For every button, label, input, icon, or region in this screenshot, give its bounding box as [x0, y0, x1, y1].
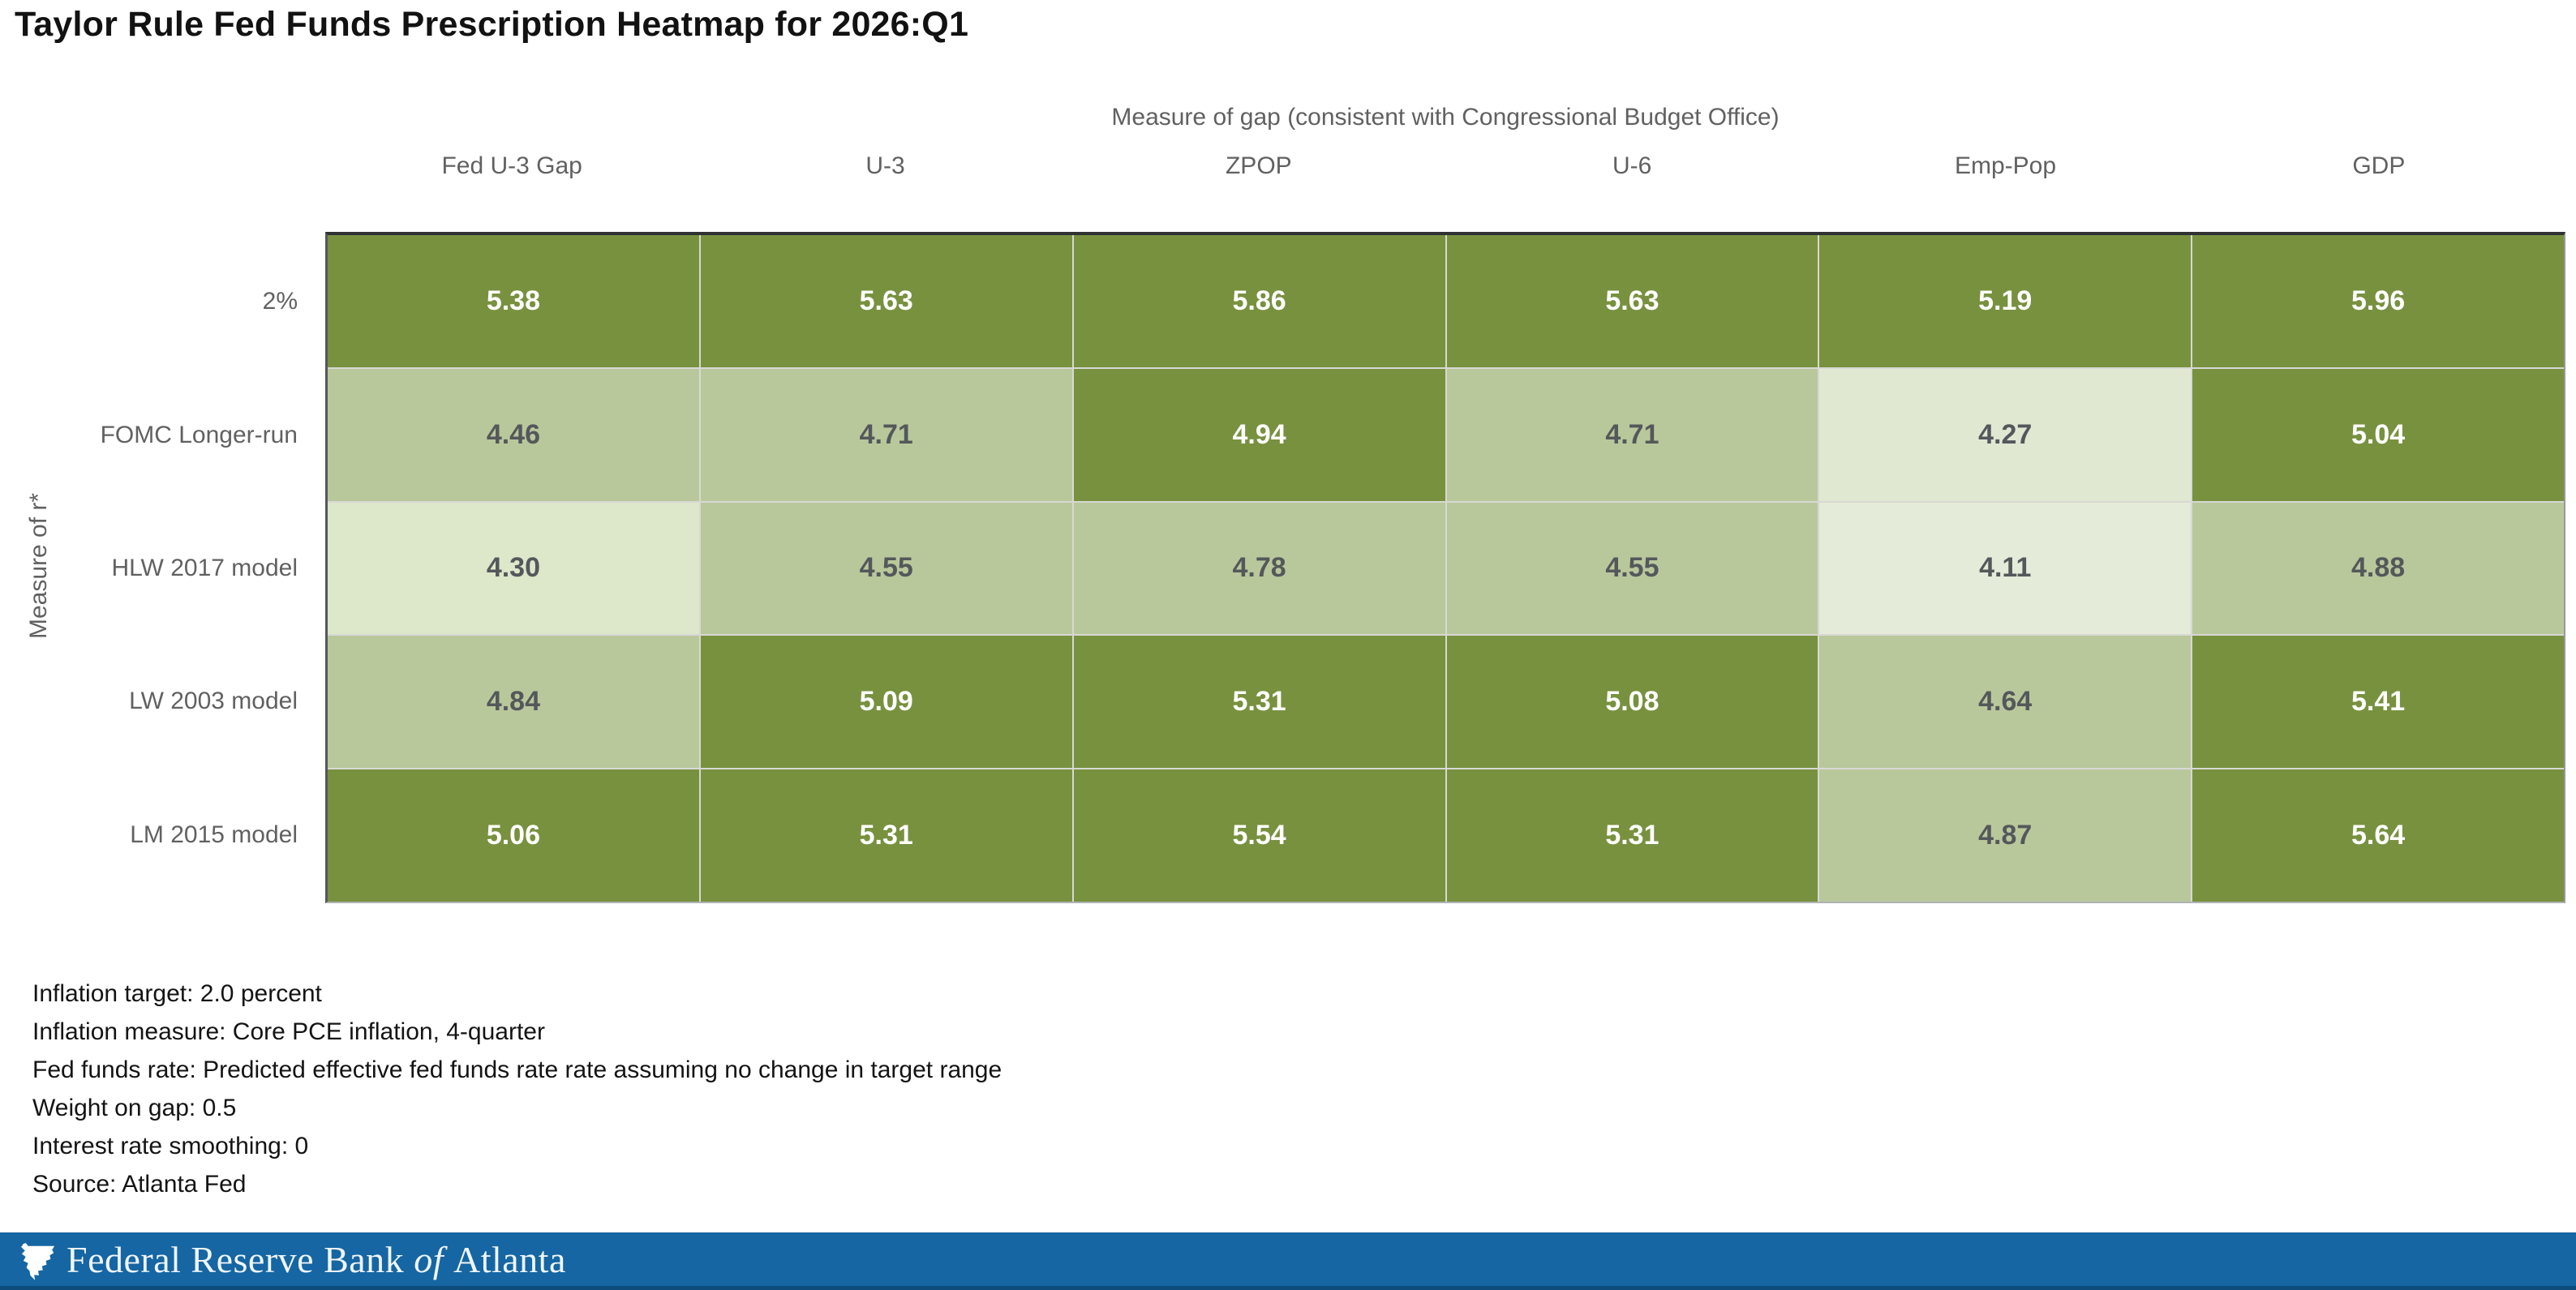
footnote-line: Weight on gap: 0.5: [32, 1095, 237, 1121]
brand-prefix: Federal Reserve Bank: [67, 1238, 405, 1280]
heatmap-cell: 5.08: [1446, 636, 1818, 769]
footer-brand-bar: Federal Reserve Bank of Atlanta: [0, 1232, 2576, 1286]
column-header: Emp-Pop: [1954, 152, 2057, 179]
column-header: U-3: [865, 152, 905, 179]
column-header: U-6: [1612, 152, 1652, 179]
row-header: FOMC Longer-run: [100, 421, 298, 448]
footer-brand-text: Federal Reserve Bank of Atlanta: [67, 1232, 576, 1286]
heatmap-cell: 5.04: [2192, 368, 2564, 501]
heatmap-cell: 5.06: [328, 769, 699, 902]
heatmap-cell: 4.94: [1073, 368, 1445, 501]
footnote-line: Fed funds rate: Predicted effective fed …: [32, 1056, 1002, 1083]
page-title: Taylor Rule Fed Funds Prescription Heatm…: [15, 5, 969, 44]
heatmap-cell: 5.63: [700, 235, 1072, 367]
heatmap-cell: 4.55: [1446, 502, 1818, 635]
row-header: HLW 2017 model: [111, 554, 298, 581]
row-header: 2%: [262, 288, 298, 315]
row-headers: 2% FOMC Longer-run HLW 2017 model LW 2003 m…: [0, 235, 298, 902]
heatmap-cell: 4.88: [2192, 502, 2564, 635]
heatmap-cell: 5.41: [2192, 636, 2564, 769]
heatmap-cell: 4.71: [1446, 368, 1818, 501]
heatmap-cell: 4.55: [700, 502, 1072, 635]
heatmap-cell: 4.71: [700, 368, 1072, 501]
heatmap-cell: 4.46: [328, 368, 699, 501]
heatmap-cell: 4.84: [328, 636, 699, 769]
x-axis-title: Measure of gap (consistent with Congress…: [1111, 104, 1780, 131]
footer-bottom-strip: [0, 1286, 2576, 1290]
footnotes: Inflation target: 2.0 percent Inflation m…: [32, 975, 1002, 1203]
heatmap-cell: 4.78: [1073, 502, 1445, 635]
column-header: ZPOP: [1225, 152, 1292, 179]
column-header: Fed U-3 Gap: [441, 152, 582, 179]
heatmap-cell: 4.30: [328, 502, 699, 635]
heatmap-cell: 5.31: [1073, 636, 1445, 769]
heatmap-cell: 5.19: [1819, 235, 2192, 367]
heatmap-cell: 4.87: [1819, 769, 2192, 902]
heatmap-cell: 5.54: [1073, 769, 1445, 902]
heatmap-cell: 5.96: [2192, 235, 2564, 367]
footnote-line: Inflation target: 2.0 percent: [32, 980, 322, 1007]
heatmap-cell: 5.86: [1073, 235, 1445, 367]
heatmap-cell: 5.63: [1446, 235, 1818, 367]
heatmap-cell: 5.31: [1446, 769, 1818, 902]
brand-of: of: [414, 1238, 444, 1280]
heatmap-cell: 4.64: [1819, 636, 2192, 769]
heatmap-cell: 4.11: [1819, 502, 2192, 635]
column-headers: Fed U-3 Gap U-3 ZPOP U-6 Emp-Pop GDP: [325, 148, 2565, 184]
heatmap-cell: 5.38: [328, 235, 699, 367]
column-header: GDP: [2352, 152, 2406, 179]
footnote-line: Source: Atlanta Fed: [32, 1171, 247, 1198]
atlanta-fed-eagle-logo-icon: [20, 1242, 55, 1280]
heatmap-cell: 4.27: [1819, 368, 2192, 501]
row-header: LM 2015 model: [130, 821, 298, 848]
footnote-line: Interest rate smoothing: 0: [32, 1133, 309, 1159]
footnote-line: Inflation measure: Core PCE inflation, 4…: [32, 1018, 545, 1045]
brand-suffix: Atlanta: [453, 1238, 566, 1280]
heatmap-cell: 5.09: [700, 636, 1072, 769]
heatmap-cell: 5.31: [700, 769, 1072, 902]
heatmap-grid: 5.38 5.63 5.86 5.63 5.19 5.96 4.46 4.71 4.94 4.71…: [325, 232, 2565, 903]
heatmap-cell: 5.64: [2192, 769, 2564, 902]
row-header: LW 2003 model: [129, 688, 298, 715]
